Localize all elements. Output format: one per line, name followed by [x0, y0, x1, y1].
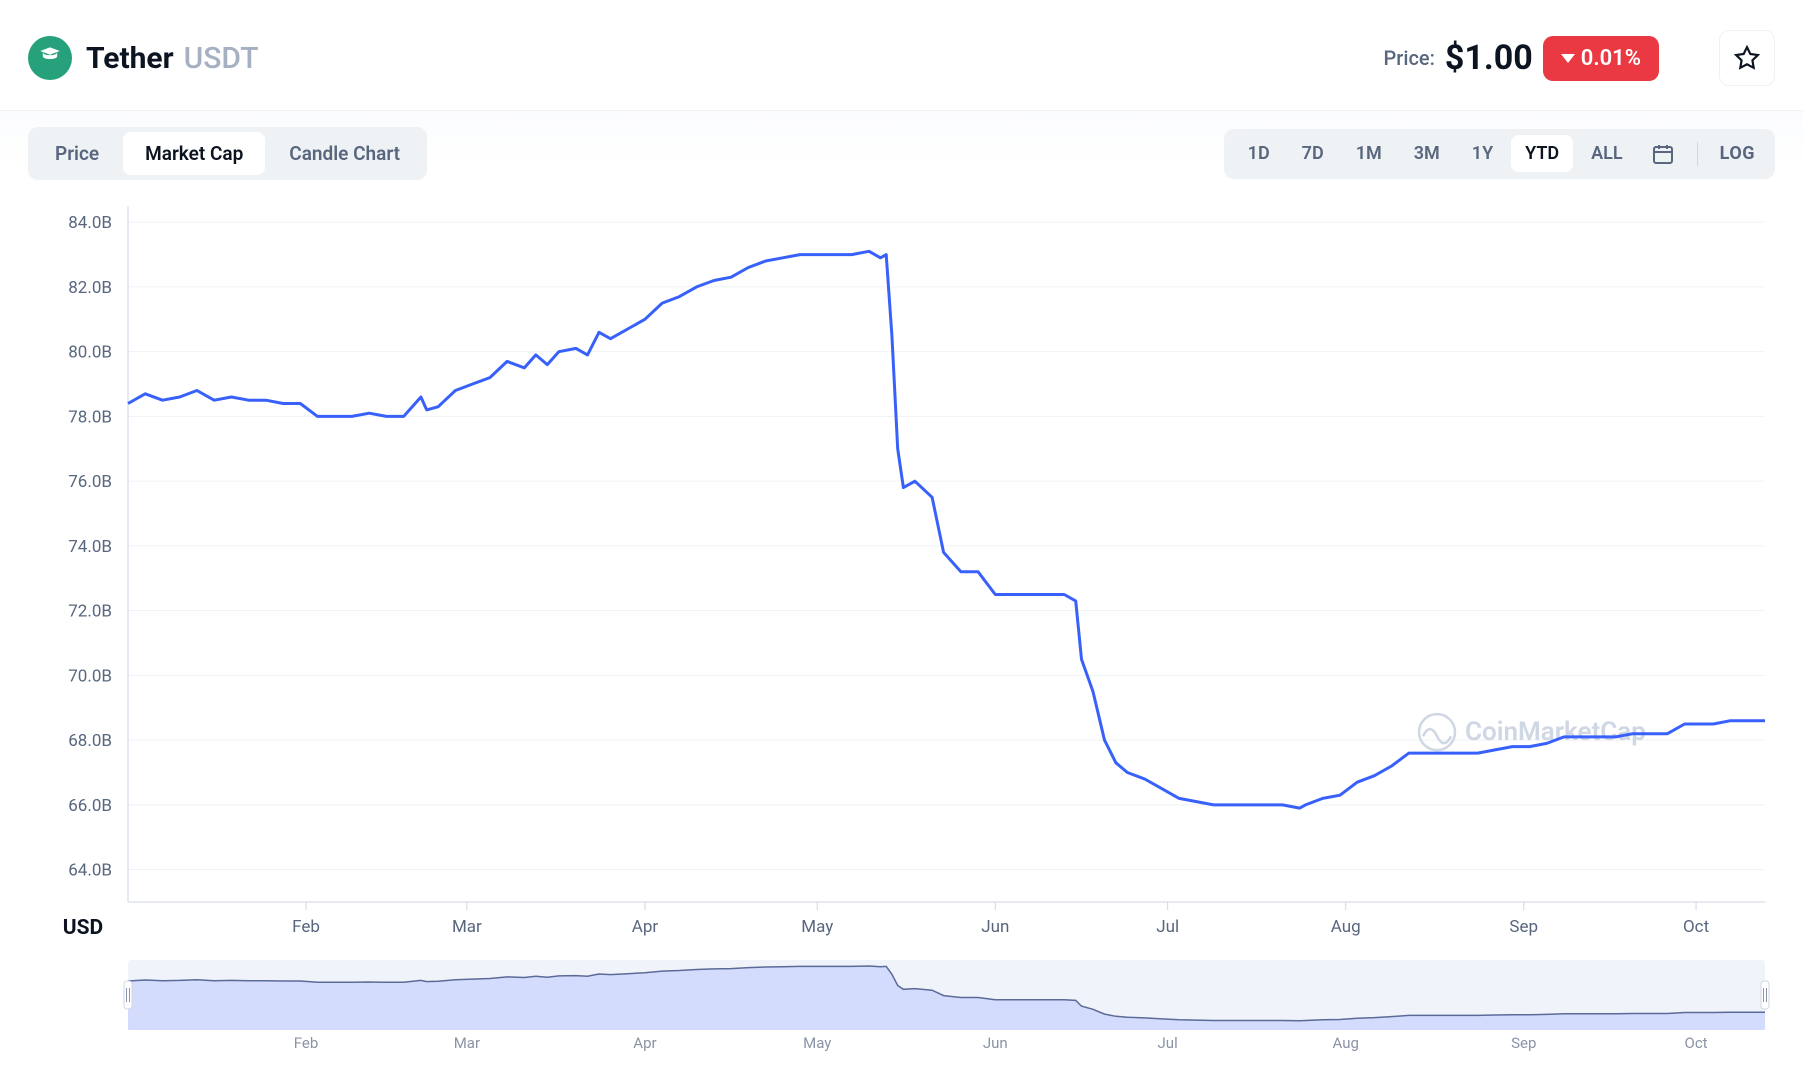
svg-text:78.0B: 78.0B: [68, 407, 112, 427]
svg-text:84.0B: 84.0B: [68, 213, 112, 233]
svg-text:82.0B: 82.0B: [68, 278, 112, 298]
svg-text:68.0B: 68.0B: [68, 731, 112, 751]
range-1m[interactable]: 1M: [1342, 135, 1396, 172]
header: Tether USDT Price: $1.00 0.01%: [0, 0, 1803, 111]
svg-text:May: May: [803, 1034, 831, 1052]
svg-text:Mar: Mar: [452, 917, 482, 937]
range-ytd[interactable]: YTD: [1511, 135, 1573, 172]
coin-name: Tether: [86, 41, 174, 76]
svg-text:Sep: Sep: [1509, 917, 1538, 937]
chart-type-tabs: PriceMarket CapCandle Chart: [28, 127, 427, 180]
tab-price[interactable]: Price: [33, 132, 121, 175]
tab-candle-chart[interactable]: Candle Chart: [267, 132, 422, 175]
mini-chart-container[interactable]: Feb Mar Apr May Jun Jul Aug Sep Oct: [28, 960, 1775, 1056]
range-1d[interactable]: 1D: [1234, 135, 1284, 172]
star-icon: [1734, 45, 1760, 71]
svg-text:Feb: Feb: [294, 1034, 319, 1052]
svg-text:USD: USD: [63, 916, 103, 940]
header-right: Price: $1.00 0.01%: [1384, 30, 1775, 86]
svg-text:Jun: Jun: [981, 917, 1009, 937]
time-range-group: 1D7D1M3M1YYTDALL LOG: [1224, 129, 1775, 179]
range-1y[interactable]: 1Y: [1458, 135, 1507, 172]
brush-handle-right[interactable]: [1761, 981, 1769, 1009]
controls-row: PriceMarket CapCandle Chart 1D7D1M3M1YYT…: [28, 127, 1775, 180]
range-7d[interactable]: 7D: [1288, 135, 1338, 172]
chart-section: PriceMarket CapCandle Chart 1D7D1M3M1YYT…: [0, 111, 1803, 1056]
svg-text:70.0B: 70.0B: [68, 666, 112, 686]
svg-text:May: May: [801, 917, 833, 937]
svg-text:Apr: Apr: [633, 1034, 656, 1052]
coin-title: Tether USDT: [86, 41, 259, 76]
price-value: $1.00: [1445, 38, 1533, 78]
svg-text:Sep: Sep: [1511, 1034, 1536, 1052]
svg-text:Jul: Jul: [1158, 1034, 1178, 1052]
svg-text:Mar: Mar: [454, 1034, 480, 1052]
svg-text:66.0B: 66.0B: [68, 796, 112, 816]
main-chart: 64.0B 66.0B 68.0B 70.0B 72.0B 74.0B 76.0B 78.0B…: [28, 196, 1775, 956]
mini-chart: Feb Mar Apr May Jun Jul Aug Sep Oct: [28, 960, 1775, 1056]
header-left: Tether USDT: [28, 36, 259, 80]
svg-text:Jun: Jun: [983, 1034, 1008, 1052]
chart-container[interactable]: 64.0B 66.0B 68.0B 70.0B 72.0B 74.0B 76.0B 78.0B…: [28, 196, 1775, 956]
svg-text:Jul: Jul: [1156, 917, 1179, 937]
svg-text:CoinMarketCap: CoinMarketCap: [1465, 717, 1646, 747]
svg-text:Oct: Oct: [1685, 1034, 1708, 1052]
range-all[interactable]: ALL: [1577, 135, 1636, 172]
price-change-pct: 0.01%: [1581, 46, 1641, 71]
triangle-down-icon: [1561, 54, 1575, 63]
svg-text:80.0B: 80.0B: [68, 343, 112, 363]
price-label: Price:: [1384, 46, 1435, 70]
svg-text:64.0B: 64.0B: [68, 861, 112, 881]
svg-text:Aug: Aug: [1332, 1034, 1358, 1052]
svg-text:Oct: Oct: [1683, 917, 1709, 937]
range-3m[interactable]: 3M: [1400, 135, 1454, 172]
svg-text:Feb: Feb: [292, 917, 320, 937]
svg-text:74.0B: 74.0B: [68, 537, 112, 557]
date-picker-button[interactable]: [1641, 134, 1685, 174]
price-change-pill: 0.01%: [1543, 36, 1659, 81]
svg-text:72.0B: 72.0B: [68, 602, 112, 622]
calendar-icon: [1651, 142, 1675, 166]
svg-text:Aug: Aug: [1331, 917, 1361, 937]
coin-symbol: USDT: [184, 41, 259, 76]
favorite-button[interactable]: [1719, 30, 1775, 86]
log-scale-button[interactable]: LOG: [1710, 135, 1765, 172]
brush-handle-left[interactable]: [124, 981, 132, 1009]
tab-market-cap[interactable]: Market Cap: [123, 132, 265, 175]
svg-text:Apr: Apr: [632, 917, 659, 937]
svg-text:76.0B: 76.0B: [68, 472, 112, 492]
separator: [1697, 142, 1698, 166]
coin-icon: [28, 36, 72, 80]
